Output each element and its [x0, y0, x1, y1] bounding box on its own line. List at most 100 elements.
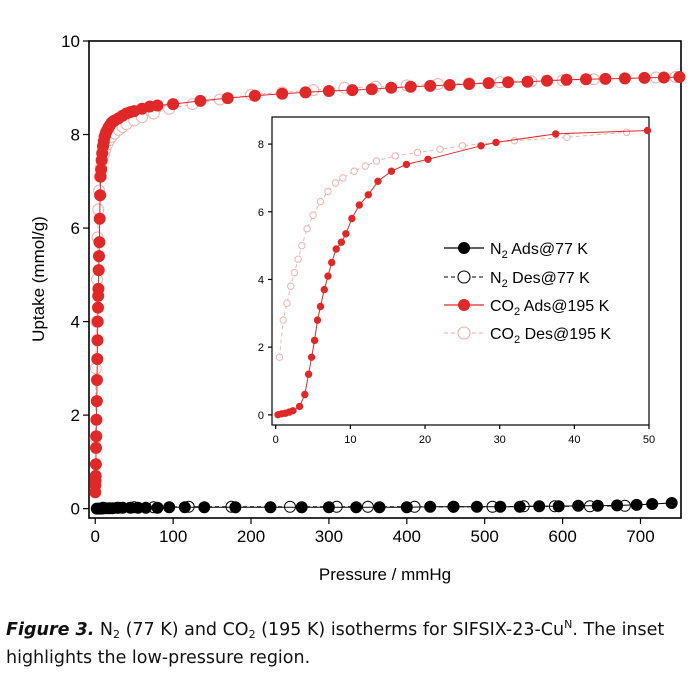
- svg-text:CO2 Ads@195 K: CO2 Ads@195 K: [490, 298, 610, 318]
- data-point: [139, 501, 152, 514]
- data-point: [93, 236, 106, 249]
- data-point: [482, 77, 495, 90]
- data-point: [424, 155, 432, 164]
- data-point: [163, 501, 176, 514]
- x-tick-label: 40: [568, 434, 580, 446]
- data-point: [89, 458, 102, 471]
- data-point: [151, 99, 164, 112]
- x-tick-label: 100: [159, 527, 187, 546]
- y-tick-label: 0: [258, 410, 264, 422]
- data-point: [552, 500, 565, 513]
- data-point: [91, 374, 103, 386]
- data-point: [591, 499, 604, 512]
- data-point: [346, 84, 359, 97]
- data-point: [458, 142, 467, 150]
- data-point: [279, 316, 287, 324]
- y-tick-label: 4: [71, 313, 80, 332]
- data-point: [372, 157, 381, 165]
- data-point: [295, 402, 304, 411]
- data-point: [402, 160, 411, 169]
- data-point: [178, 501, 191, 514]
- data-point: [494, 500, 507, 513]
- data-point: [572, 499, 585, 512]
- data-point: [289, 407, 297, 415]
- data-point: [361, 162, 369, 170]
- x-tick-label: 500: [471, 527, 499, 546]
- data-point: [552, 130, 560, 138]
- data-point: [310, 336, 319, 345]
- data-point: [374, 177, 382, 186]
- data-point: [413, 148, 422, 157]
- figure-caption: Figure 3. N2 (77 K) and CO2 (195 K) isot…: [6, 616, 692, 672]
- data-point: [328, 258, 336, 267]
- data-point: [307, 353, 316, 361]
- data-point: [541, 74, 553, 87]
- data-point: [563, 133, 571, 142]
- svg-text:N2 Ads@77 K: N2 Ads@77 K: [490, 241, 588, 261]
- data-point: [167, 98, 180, 111]
- y-tick-label: 8: [71, 126, 80, 145]
- y-tick-label: 0: [71, 500, 80, 519]
- data-point: [665, 497, 678, 509]
- data-point: [521, 75, 534, 88]
- data-point: [510, 137, 519, 145]
- x-tick-label: 20: [419, 434, 431, 446]
- y-tick-label: 6: [71, 219, 80, 238]
- data-point: [611, 499, 624, 512]
- data-point: [387, 167, 396, 175]
- data-point: [533, 500, 546, 513]
- series-n2-ads-77-k: [90, 497, 678, 515]
- data-point: [646, 498, 659, 510]
- x-tick-label: 50: [643, 434, 655, 446]
- data-point: [580, 73, 592, 86]
- data-point: [350, 167, 358, 175]
- data-point: [502, 76, 515, 89]
- data-point: [643, 126, 652, 135]
- x-tick-label: 0: [273, 434, 279, 446]
- series-line-co2-des-195-k: [279, 131, 627, 358]
- data-point: [92, 282, 105, 295]
- data-point: [248, 89, 261, 102]
- data-point: [339, 174, 347, 182]
- legend-entry-co2-ads: CO2 Ads@195 K: [444, 298, 610, 318]
- data-point: [324, 272, 332, 280]
- data-point: [355, 201, 363, 209]
- data-point: [91, 315, 104, 328]
- x-tick-label: 300: [315, 527, 343, 546]
- data-point: [89, 469, 102, 482]
- data-point: [303, 225, 311, 233]
- x-tick-label: 700: [626, 527, 654, 546]
- caption-label: Figure 3.: [6, 620, 95, 640]
- data-point: [194, 94, 207, 107]
- y-tick-label: 2: [258, 342, 264, 354]
- data-point: [436, 145, 444, 153]
- data-point: [447, 500, 460, 513]
- data-point: [638, 71, 651, 84]
- data-point: [618, 72, 631, 85]
- data-point: [198, 501, 211, 514]
- series-co2-des-195-k: [275, 128, 631, 361]
- data-point: [90, 441, 102, 454]
- legend: N2 Ads@77 K N2 Des@77 K CO2 Ads@195 K CO…: [444, 241, 611, 346]
- main-plot-area: [89, 71, 686, 515]
- y-axis-label: Uptake (mmol/g): [29, 216, 48, 342]
- data-point: [94, 189, 107, 202]
- data-point: [316, 302, 325, 311]
- series-co2-ads-195-k: [274, 126, 652, 419]
- data-point: [348, 214, 356, 223]
- data-point: [229, 501, 242, 514]
- data-point: [424, 500, 437, 513]
- data-point: [92, 301, 104, 314]
- data-point: [275, 353, 284, 361]
- data-point: [298, 241, 306, 250]
- data-point: [93, 212, 106, 225]
- svg-text:N2 Des@77 K: N2 Des@77 K: [490, 270, 590, 290]
- data-point: [463, 78, 476, 90]
- data-point: [295, 501, 308, 514]
- svg-text:CO2 Des@195 K: CO2 Des@195 K: [490, 326, 611, 346]
- data-point: [622, 128, 631, 136]
- data-point: [630, 498, 643, 511]
- inset-plot-area: [274, 126, 652, 419]
- x-tick-label: 30: [494, 434, 506, 446]
- data-point: [337, 238, 346, 246]
